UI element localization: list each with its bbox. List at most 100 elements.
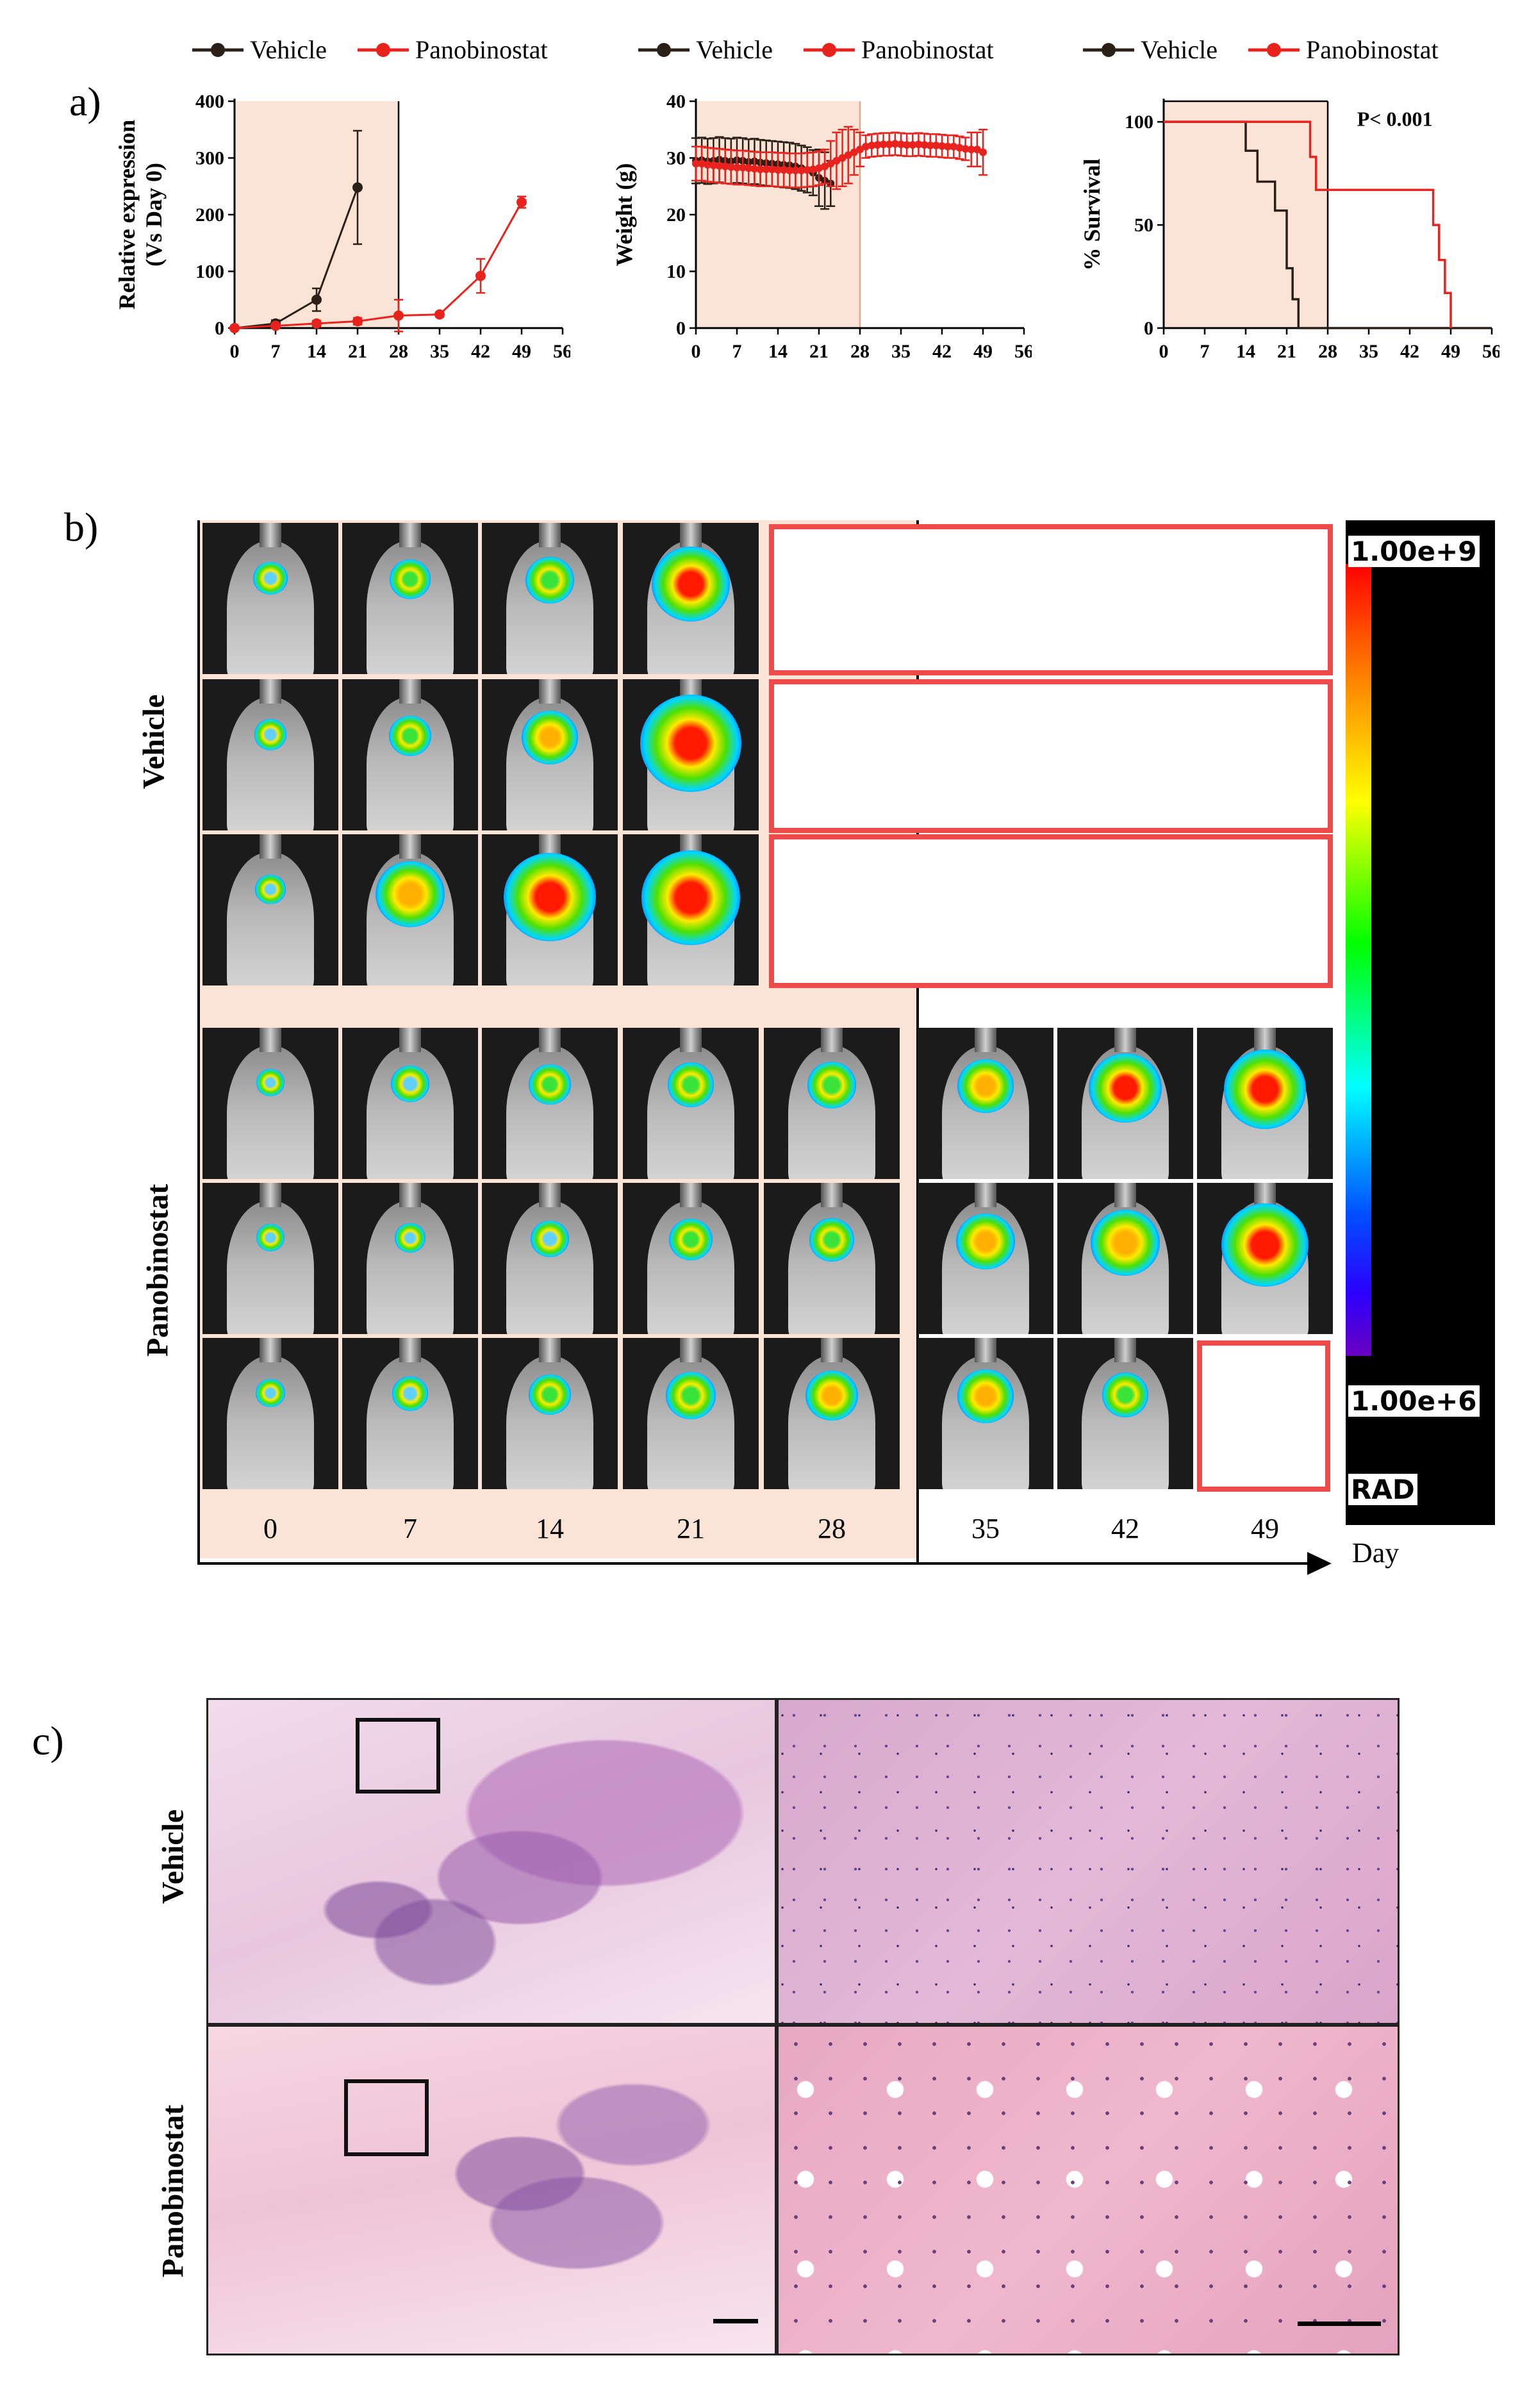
panobinostat-mouse-image xyxy=(764,1028,900,1179)
bioluminescence-signal xyxy=(521,710,579,765)
y-axis-label-text: Weight (g) xyxy=(611,163,637,267)
day-label: 0 xyxy=(263,1513,277,1544)
bioluminescence-signal xyxy=(531,1220,569,1258)
data-point xyxy=(774,166,782,174)
legend-chart-1: Vehicle Panobinostat xyxy=(192,31,602,69)
colorbar-gradient xyxy=(1346,564,1371,1356)
x-tick-label: 56 xyxy=(1014,341,1032,362)
bioluminescence-signal xyxy=(1221,1203,1309,1287)
data-point xyxy=(791,166,800,174)
bioluminescence-signal xyxy=(528,1374,572,1415)
series-line xyxy=(1164,120,1492,329)
nose-cone xyxy=(975,1028,996,1052)
day-label: 49 xyxy=(1251,1513,1279,1544)
nose-cone xyxy=(539,679,561,704)
x-tick-label: 28 xyxy=(389,341,408,362)
legend-vehicle-text: Vehicle xyxy=(1141,35,1218,64)
mouse-silhouette xyxy=(227,697,314,830)
zoom-region-box xyxy=(356,1718,440,1794)
panobinostat-mouse-image xyxy=(918,1183,1053,1334)
panobinostat-mouse-image xyxy=(918,1028,1053,1179)
nose-cone xyxy=(539,1183,561,1207)
x-tick-label: 0 xyxy=(230,341,240,362)
data-point xyxy=(926,142,934,150)
nose-cone xyxy=(260,523,281,547)
x-tick-label: 42 xyxy=(1400,341,1419,362)
data-point xyxy=(920,141,929,149)
bioluminescence-signal xyxy=(255,875,286,904)
data-point xyxy=(856,145,864,154)
panobinostat-mouse-image xyxy=(623,1028,759,1179)
bioluminescence-signal xyxy=(253,562,288,595)
vehicle-mouse-image xyxy=(482,679,618,830)
data-point xyxy=(311,318,322,329)
nose-cone xyxy=(539,1028,561,1052)
data-point xyxy=(879,140,888,149)
data-point xyxy=(961,145,970,153)
nose-cone xyxy=(1114,1183,1136,1207)
row-label-panobinostat-histology: Panobinostat xyxy=(156,2104,190,2278)
panobinostat-mouse-image xyxy=(1197,1028,1333,1179)
bioluminescence-signal xyxy=(389,559,431,600)
bioluminescence-signal xyxy=(392,1376,429,1412)
data-point xyxy=(516,197,527,208)
y-axis-label-text: % Survival xyxy=(1079,158,1105,270)
x-tick-label: 21 xyxy=(348,341,367,362)
nose-cone xyxy=(260,834,281,859)
vehicle-mouse-image xyxy=(202,679,338,830)
data-point xyxy=(434,309,445,320)
panel-b-bottom-axis xyxy=(197,1562,1320,1565)
data-point xyxy=(838,154,846,162)
bioluminescence-signal xyxy=(957,1369,1014,1424)
panobinostat-mouse-image xyxy=(202,1183,338,1334)
x-tick-label: 42 xyxy=(471,341,490,362)
data-point xyxy=(692,160,700,168)
data-point xyxy=(745,164,753,172)
y-axis-label: % Survival xyxy=(1079,158,1105,270)
bioluminescence-signal xyxy=(809,1217,855,1262)
data-point xyxy=(786,166,794,174)
x-tick-label: 7 xyxy=(732,341,742,362)
x-tick-label: 56 xyxy=(1482,341,1499,362)
panobinostat-mouse-image xyxy=(202,1028,338,1179)
bioluminescence-signal xyxy=(666,1371,716,1419)
relative-expression-chart: 0 7 14 21 28 35 42 49 56 0 100 200 300 400 Relative ex… xyxy=(114,91,570,362)
histology-panobinostat-low-mag xyxy=(206,2025,777,2355)
x-tick-label: 14 xyxy=(307,341,326,362)
bioluminescence-signal xyxy=(805,1371,858,1421)
nose-cone xyxy=(680,523,702,547)
panobinostat-mouse-image xyxy=(764,1183,900,1334)
panobinostat-mouse-image xyxy=(918,1338,1053,1489)
bioluminescence-signal xyxy=(1223,1050,1307,1129)
colorbar-max-label: 1.00e+9 xyxy=(1348,536,1480,567)
panobinostat-mouse-image xyxy=(623,1338,759,1489)
data-point xyxy=(721,162,729,170)
data-point xyxy=(903,141,911,149)
bioluminescence-signal xyxy=(256,1224,285,1251)
nose-cone xyxy=(399,523,421,547)
x-tick-label: 28 xyxy=(850,341,870,362)
nose-cone xyxy=(399,1338,421,1362)
data-point xyxy=(914,140,923,149)
row-label-panobinostat: Panobinostat xyxy=(140,1183,175,1357)
data-point xyxy=(868,142,876,150)
nose-cone xyxy=(821,1183,843,1207)
histology-vehicle-high-mag xyxy=(777,1698,1400,2025)
data-point xyxy=(727,163,735,171)
nose-cone xyxy=(260,1028,281,1052)
data-point xyxy=(850,148,858,156)
deceased-empty-box xyxy=(769,834,1333,988)
nose-cone xyxy=(975,1183,996,1207)
panobinostat-mouse-image xyxy=(342,1338,478,1489)
nose-cone xyxy=(539,1338,561,1362)
bioluminescence-signal xyxy=(957,1059,1014,1114)
data-point xyxy=(827,160,835,168)
vehicle-mouse-image xyxy=(623,679,759,830)
y-tick-label: 10 xyxy=(666,261,686,283)
day-label: 35 xyxy=(971,1513,1000,1544)
data-point xyxy=(352,316,363,327)
day-label: 21 xyxy=(677,1513,705,1544)
bioluminescence-signal xyxy=(1102,1373,1149,1417)
day-label: 14 xyxy=(536,1513,564,1544)
panobinostat-mouse-image xyxy=(1197,1183,1333,1334)
